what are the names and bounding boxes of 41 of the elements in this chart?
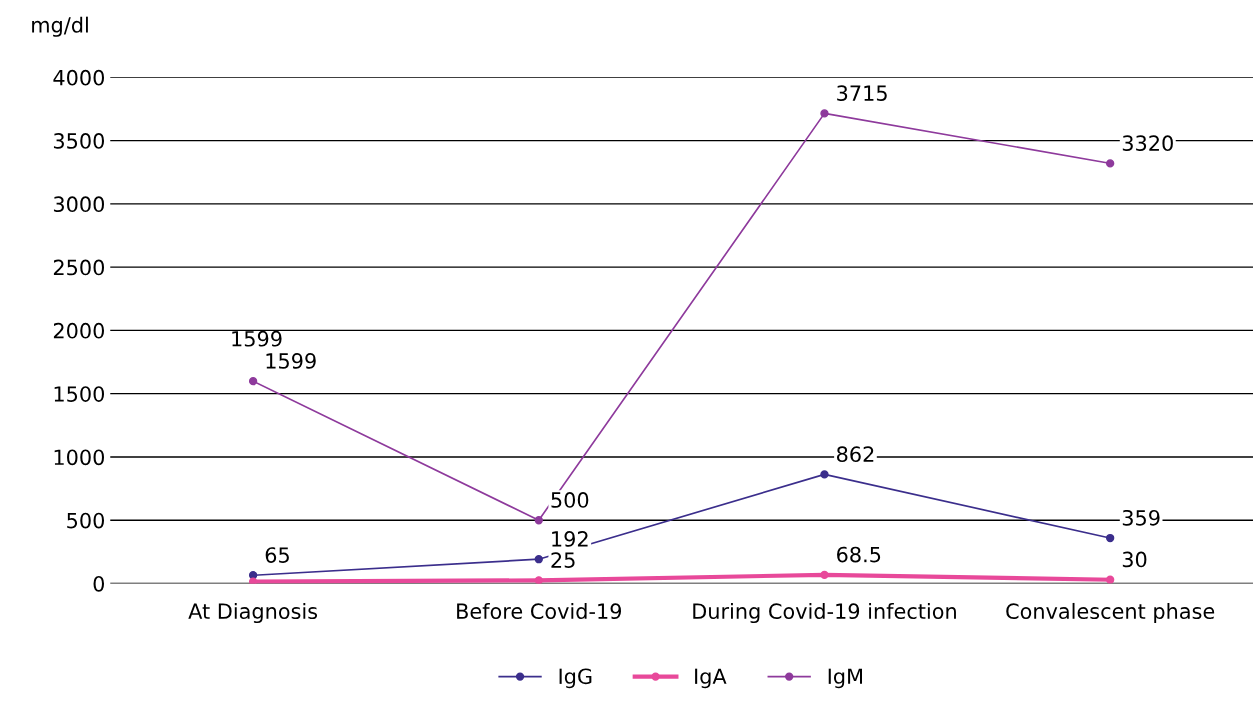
y-tick-label: 3500 bbox=[53, 133, 105, 149]
x-tick-label: Before Covid-19 bbox=[457, 602, 622, 620]
data-label: 3715 bbox=[837, 85, 887, 102]
x-tick-label: During Covid-19 infection bbox=[693, 602, 956, 624]
y-tick-label: 3000 bbox=[53, 196, 105, 213]
point bbox=[820, 570, 829, 579]
x-tick-label: Convalescent phase bbox=[1006, 602, 1215, 624]
point bbox=[1105, 533, 1115, 543]
y-axis-title: mg/dl bbox=[32, 16, 88, 37]
data-label: 68.5 bbox=[837, 546, 881, 563]
data-label: 25 bbox=[551, 552, 575, 568]
data-label: 359 bbox=[1122, 509, 1160, 526]
point bbox=[820, 109, 829, 118]
y-tick-label: 4000 bbox=[53, 69, 105, 86]
data-label: 500 bbox=[551, 492, 589, 508]
point bbox=[1105, 159, 1115, 168]
point bbox=[534, 516, 543, 525]
point bbox=[820, 470, 829, 479]
x-tick-label: At Diagnosis bbox=[188, 602, 318, 624]
point bbox=[1105, 575, 1115, 584]
legend-label: IgG bbox=[559, 668, 592, 689]
point bbox=[248, 376, 258, 386]
data-label: 30 bbox=[1122, 551, 1147, 568]
y-tick-label: 0 bbox=[93, 575, 105, 592]
data-label: 65 bbox=[265, 547, 289, 563]
legend-label: IgM bbox=[828, 668, 862, 689]
legend-label: IgA bbox=[695, 668, 727, 689]
point bbox=[534, 555, 543, 564]
point bbox=[534, 576, 543, 584]
data-label: 1599 bbox=[266, 353, 316, 369]
y-tick-label: 1500 bbox=[54, 386, 105, 402]
data-label: 3320 bbox=[1122, 135, 1173, 152]
point bbox=[248, 577, 258, 584]
data-label: 192 bbox=[552, 531, 588, 547]
y-tick-label: 1000 bbox=[54, 449, 105, 466]
point bbox=[248, 571, 258, 580]
data-label: 862 bbox=[837, 446, 874, 463]
y-tick-label: 500 bbox=[67, 512, 105, 529]
y-tick-label: 2500 bbox=[53, 259, 105, 276]
y-tick-label: 2000 bbox=[53, 322, 105, 339]
annotation: 1599 bbox=[232, 330, 282, 347]
